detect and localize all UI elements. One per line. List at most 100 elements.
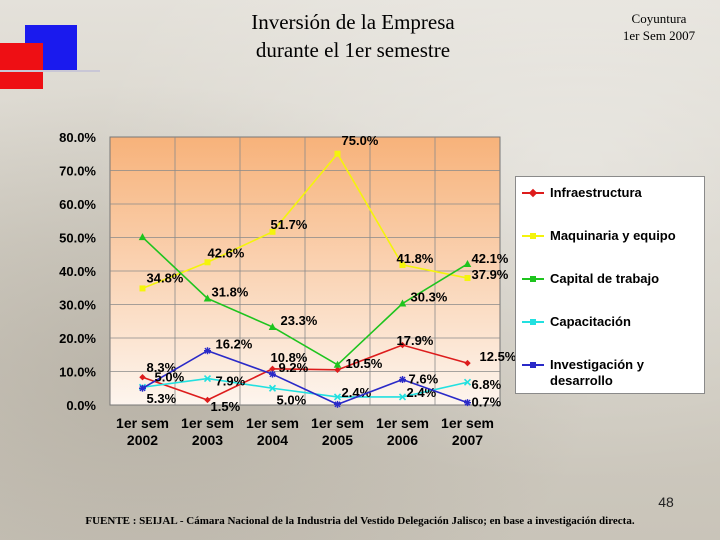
x-tick-label: 2005	[322, 432, 353, 448]
data-point	[204, 396, 211, 404]
y-tick-label: 0.0%	[66, 398, 96, 413]
legend-label-line: Capital de trabajo	[550, 271, 660, 286]
data-point	[203, 374, 212, 383]
data-label: 30.3%	[411, 289, 448, 304]
y-tick-label: 70.0%	[59, 164, 96, 179]
data-point	[269, 365, 276, 373]
x-tick-label: 1er sem	[246, 415, 299, 431]
data-label: 10.5%	[346, 356, 383, 371]
x-tick-label: 1er sem	[311, 415, 364, 431]
x-tick-label: 2006	[387, 432, 418, 448]
series-capacitaci-n: 5.3% 7.9% 5.0% 2.4% 2.4% 6.8%	[138, 374, 502, 407]
legend-marker	[530, 233, 536, 239]
legend-marker	[530, 319, 536, 325]
series-maquinaria-y-equipo: 34.8% 42.6% 51.7% 75.0% 41.8% 37.9%	[139, 133, 509, 292]
data-label: 31.8%	[212, 284, 249, 299]
data-point	[333, 360, 342, 368]
legend-label: Investigación y desarrollo	[550, 357, 700, 389]
data-label: 41.8%	[397, 251, 434, 266]
data-point	[139, 285, 146, 292]
legend-marker	[530, 362, 536, 368]
data-point	[139, 384, 146, 392]
y-tick-label: 30.0%	[59, 298, 96, 313]
data-point	[333, 393, 342, 401]
data-point	[399, 341, 406, 349]
y-tick-label: 80.0%	[59, 130, 96, 145]
data-label: 5.3%	[147, 391, 177, 406]
data-label: 75.0%	[342, 133, 379, 148]
x-tick-label: 1er sem	[181, 415, 234, 431]
data-point	[464, 399, 471, 407]
legend-marker	[530, 276, 536, 282]
data-point	[398, 299, 407, 307]
data-label: 8.3%	[147, 360, 177, 375]
slide-title-line-1: Inversión de la Empresa	[251, 10, 455, 34]
data-point	[269, 370, 276, 378]
corner-label-line-1: Coyuntura	[631, 11, 687, 26]
data-point	[399, 376, 406, 384]
data-label: 2.4%	[407, 385, 437, 400]
legend-item: Capital de trabajo	[522, 271, 700, 287]
legend-item: Capacitación	[522, 314, 700, 330]
series-line	[142, 349, 468, 406]
legend-label-line: Capacitación	[550, 314, 631, 329]
legend-marker	[528, 188, 538, 198]
data-label: 9.2%	[279, 360, 309, 375]
x-tick-label: 1er sem	[441, 415, 494, 431]
data-label: 10.8%	[271, 350, 308, 365]
data-label: 42.1%	[472, 251, 509, 266]
y-tick-label: 20.0%	[59, 331, 96, 346]
legend-label: Capital de trabajo	[550, 271, 700, 287]
data-point	[268, 384, 277, 392]
data-point	[203, 294, 212, 302]
data-point	[269, 228, 276, 235]
data-point	[138, 233, 147, 241]
data-label: 42.6%	[208, 245, 245, 260]
x-tick-label: 2002	[127, 432, 158, 448]
data-label: 37.9%	[472, 267, 509, 282]
series-investigaci-n-y-desarrollo: 5.0% 16.2% 9.2% 7.6% 0.7%	[139, 337, 502, 410]
legend-label: Capacitación	[550, 314, 700, 330]
legend-label: Maquinaria y equipo	[550, 228, 700, 244]
data-point	[463, 378, 472, 386]
data-label: 51.7%	[271, 217, 308, 232]
data-point	[463, 259, 472, 267]
data-point	[204, 347, 211, 355]
data-label: 0.7%	[472, 395, 502, 410]
legend-item: Infraestructura	[522, 185, 700, 201]
series-line	[141, 236, 468, 366]
data-point	[334, 366, 341, 374]
y-tick-label: 60.0%	[59, 197, 96, 212]
series-infraestructura: 8.3% 1.5% 10.8% 10.5% 17.9% 12.5%	[139, 333, 517, 414]
series-capital-de-trabajo: 31.8% 23.3% 30.3% 42.1%	[138, 233, 509, 368]
data-label: 7.9%	[216, 374, 246, 389]
x-tick-label: 2003	[192, 432, 223, 448]
data-label: 17.9%	[397, 333, 434, 348]
decorative-red-square	[0, 43, 43, 89]
data-label: 2.4%	[342, 385, 372, 400]
data-label: 5.0%	[155, 369, 185, 384]
data-point	[334, 150, 341, 157]
corner-label-line-2: 1er Sem 2007	[622, 28, 696, 43]
data-label: 12.5%	[480, 349, 517, 364]
y-tick-label: 50.0%	[59, 231, 96, 246]
x-tick-label: 1er sem	[376, 415, 429, 431]
data-label: 1.5%	[211, 399, 241, 414]
data-label: 6.8%	[472, 377, 502, 392]
x-tick-label: 1er sem	[116, 415, 169, 431]
data-label: 16.2%	[216, 337, 253, 352]
legend-item: Investigación y desarrollo	[522, 357, 700, 389]
legend-label-line: Infraestructura	[550, 185, 642, 200]
chart-legend: Infraestructura Maquinaria y equipo Capita…	[515, 176, 705, 394]
data-label: 7.6%	[409, 372, 439, 387]
y-tick-label: 10.0%	[59, 365, 96, 380]
x-tick-label: 2007	[452, 432, 483, 448]
data-point	[204, 259, 211, 266]
source-note: FUENTE : SEIJAL - Cámara Nacional de la …	[85, 515, 635, 527]
data-label: 5.0%	[277, 392, 307, 407]
legend-label-line: Investigación y	[550, 357, 644, 372]
data-point	[464, 275, 471, 282]
data-point	[139, 373, 146, 381]
slide-title-line-2: durante el 1er semestre	[255, 38, 451, 62]
